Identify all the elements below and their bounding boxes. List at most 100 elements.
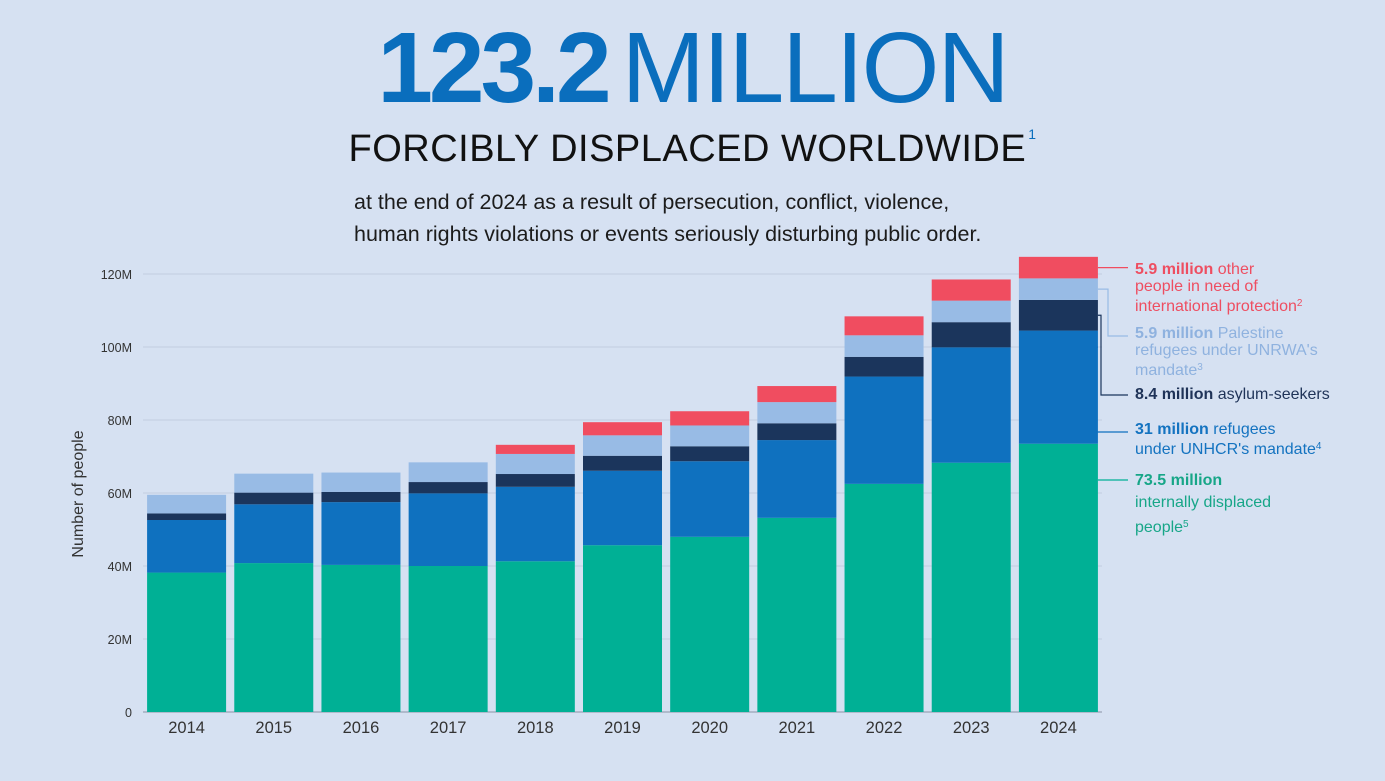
legend-palestine-text-2: refugees under UNRWA's	[1135, 342, 1318, 359]
bar-segment-refugees	[1018, 330, 1098, 444]
description-line-2: human rights violations or events seriou…	[354, 222, 982, 246]
bar-segment-palestine	[931, 300, 1011, 323]
bar-segment-other	[757, 386, 837, 403]
bar-segment-idp	[757, 517, 837, 712]
leader-line	[1097, 314, 1128, 396]
legend-idp-text-1: internally displaced	[1135, 494, 1272, 511]
y-tick-label: 60M	[108, 487, 132, 501]
x-tick-label: 2021	[779, 719, 816, 737]
x-tick-label: 2015	[255, 719, 292, 737]
bar-segment-asylum	[931, 322, 1011, 348]
headline-number: 123.2	[377, 12, 611, 124]
legend-other: 5.9 million other people in need of inte…	[1135, 261, 1375, 315]
legend-refugees-value: 31 million	[1135, 421, 1209, 438]
bar-segment-asylum	[844, 356, 924, 377]
bar-segment-asylum	[321, 491, 401, 503]
legend-idp-value: 73.5 million	[1135, 472, 1223, 489]
bar-segment-idp	[844, 483, 924, 712]
x-tick-label: 2020	[691, 719, 728, 737]
bar-segment-other	[844, 316, 924, 336]
legend-palestine-note: 3	[1197, 362, 1203, 373]
headline: 123.2 MILLION	[0, 18, 1385, 118]
legend-other-text-3: international protection	[1135, 298, 1297, 315]
y-axis-label: Number of people	[70, 430, 87, 557]
headline-word: MILLION	[621, 12, 1010, 124]
x-tick-label: 2024	[1040, 719, 1077, 737]
legend-idp-text-2: people	[1135, 519, 1184, 536]
y-tick-label: 20M	[108, 633, 132, 647]
x-tick-label: 2023	[953, 719, 990, 737]
x-tick-label: 2018	[517, 719, 554, 737]
bar-segment-idp	[321, 564, 401, 712]
legend-refugees-text-1: refugees	[1208, 421, 1276, 438]
bar-segment-palestine	[408, 462, 488, 483]
leader-line	[1097, 288, 1128, 337]
x-tick-label: 2014	[168, 719, 205, 737]
y-tick-label: 100M	[101, 341, 132, 355]
bar-segment-palestine	[495, 453, 575, 475]
legend-refugees-text-2: under UNHCR's mandate	[1135, 441, 1316, 458]
bar-segment-palestine	[844, 335, 924, 357]
legend-other-note: 2	[1296, 298, 1303, 309]
bar-segment-palestine	[234, 473, 314, 493]
bar-segment-idp	[583, 545, 662, 712]
x-tick-label: 2017	[430, 719, 467, 737]
bar-segment-refugees	[234, 504, 314, 564]
bar-segment-refugees	[408, 493, 488, 566]
bar-segment-asylum	[408, 482, 488, 494]
y-tick-label: 40M	[108, 560, 132, 574]
legend-asylum-value: 8.4 million	[1135, 386, 1214, 403]
subtitle-footnote: 1	[1028, 126, 1037, 142]
legend-palestine-text-3: mandate	[1135, 362, 1198, 379]
legend-other-text-2: people in need of	[1135, 278, 1258, 295]
legend-palestine-value: 5.9 million	[1135, 325, 1214, 342]
bar-segment-asylum	[670, 446, 750, 462]
y-tick-label: 120M	[101, 268, 132, 282]
bar-segment-asylum	[147, 513, 227, 521]
legend-asylum: 8.4 million asylum-seekers	[1135, 386, 1375, 403]
x-tick-label: 2019	[604, 719, 641, 737]
x-tick-label: 2022	[866, 719, 903, 737]
subtitle-text: FORCIBLY DISPLACED WORLDWIDE	[348, 128, 1027, 170]
bar-segment-asylum	[1018, 299, 1098, 331]
legend-palestine: 5.9 million Palestine refugees under UNR…	[1135, 325, 1375, 379]
bar-segment-palestine	[147, 494, 227, 514]
subtitle: FORCIBLY DISPLACED WORLDWIDE 1	[0, 126, 1385, 171]
legend-idp: 73.5 million internally displaced people…	[1135, 470, 1375, 539]
x-tick-label: 2016	[343, 719, 380, 737]
legend-idp-note: 5	[1183, 519, 1189, 530]
bar-segment-idp	[495, 561, 575, 712]
bar-segment-asylum	[583, 455, 662, 471]
legend-palestine-text-1: Palestine	[1213, 325, 1284, 342]
bar-segment-idp	[1018, 443, 1098, 712]
bar-segment-asylum	[757, 423, 837, 441]
y-tick-label: 80M	[108, 414, 132, 428]
bar-segment-other	[931, 279, 1011, 301]
bar-segment-other	[1018, 256, 1098, 279]
bar-segment-idp	[931, 462, 1011, 712]
bar-segment-palestine	[321, 472, 401, 492]
bar-segment-asylum	[234, 492, 314, 505]
bar-segment-idp	[234, 563, 314, 712]
bar-segment-refugees	[583, 470, 662, 546]
bar-segment-idp	[670, 536, 750, 712]
bar-segment-refugees	[495, 486, 575, 562]
bar-segment-refugees	[844, 376, 924, 484]
bar-segment-refugees	[321, 502, 401, 565]
legend-refugees-note: 4	[1315, 441, 1322, 452]
legend-other-text-1: other	[1213, 261, 1255, 278]
bar-segment-palestine	[670, 425, 750, 447]
bar-segment-palestine	[1018, 278, 1098, 300]
bar-segment-refugees	[147, 520, 227, 573]
bar-segment-palestine	[583, 435, 662, 456]
legend-refugees: 31 million refugees under UNHCR's mandat…	[1135, 421, 1375, 458]
leader-line	[1094, 346, 1128, 433]
bar-segment-other	[670, 411, 750, 426]
tick-labels: 0 20M 40M 60M 80M 100M 120M 2014 2015 2016 2017 201…	[101, 268, 1077, 737]
leader-lines	[1094, 267, 1128, 481]
bar-segment-other	[495, 444, 575, 454]
bars	[147, 256, 1098, 712]
bar-segment-idp	[408, 566, 488, 712]
bar-segment-refugees	[757, 440, 837, 518]
